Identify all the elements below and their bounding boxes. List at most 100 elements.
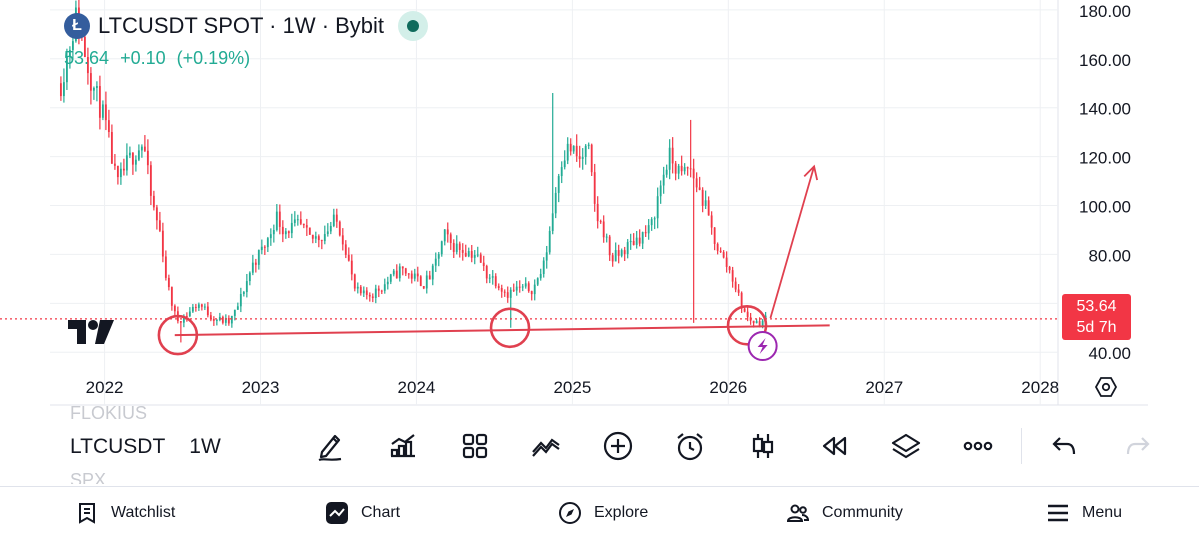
candle-body bbox=[422, 286, 425, 289]
alarm-clock-icon bbox=[677, 433, 703, 461]
candle-body bbox=[335, 214, 338, 222]
candle-body bbox=[500, 287, 503, 292]
candle-body bbox=[452, 243, 455, 252]
time-tick-label: 2024 bbox=[398, 378, 436, 397]
tradingview-logo-icon[interactable] bbox=[68, 320, 114, 349]
object-tree-button[interactable] bbox=[888, 428, 924, 464]
candle-body bbox=[248, 272, 251, 282]
nav-watchlist[interactable]: Watchlist bbox=[75, 501, 175, 525]
market-status-indicator[interactable] bbox=[398, 11, 429, 41]
candle-body bbox=[725, 257, 728, 267]
candle-body bbox=[161, 230, 164, 257]
candle-body bbox=[260, 246, 263, 251]
candle-body bbox=[620, 250, 623, 256]
candle-body bbox=[560, 167, 563, 177]
candle-body bbox=[185, 315, 188, 317]
candle-body bbox=[413, 273, 416, 279]
replay-button[interactable] bbox=[816, 428, 852, 464]
candle-body bbox=[296, 219, 299, 221]
candle-body bbox=[527, 283, 530, 292]
candle-body bbox=[509, 289, 512, 298]
chart-type-button[interactable] bbox=[745, 428, 781, 464]
candle-body bbox=[383, 284, 386, 291]
candle-body bbox=[302, 223, 305, 226]
candle-body bbox=[113, 163, 116, 166]
candle-body bbox=[200, 304, 203, 307]
candle-body bbox=[134, 159, 137, 165]
candle-body bbox=[152, 195, 155, 208]
alert-button[interactable] bbox=[672, 428, 708, 464]
candle-body bbox=[230, 315, 233, 324]
candle-body bbox=[710, 215, 713, 228]
candle-body bbox=[140, 146, 143, 151]
candle-body bbox=[446, 229, 449, 235]
candle-body bbox=[368, 294, 371, 297]
drawing-tool-button[interactable] bbox=[312, 428, 348, 464]
watchlist-icon bbox=[79, 503, 95, 524]
candle-body bbox=[404, 268, 407, 274]
time-tick-label: 2028 bbox=[1021, 378, 1059, 397]
symbol-interval-selector[interactable]: LTCUSDT 1W bbox=[70, 435, 221, 459]
candle-body bbox=[212, 319, 215, 321]
candle-body bbox=[494, 276, 497, 287]
candle-body bbox=[545, 252, 548, 261]
candle-body bbox=[98, 86, 101, 118]
candle-body bbox=[419, 276, 422, 287]
candle-body bbox=[338, 221, 341, 236]
undo-button[interactable] bbox=[1046, 428, 1082, 464]
candle-body bbox=[254, 262, 257, 265]
candle-body bbox=[362, 290, 365, 294]
candle-body bbox=[593, 172, 596, 204]
candle-body bbox=[461, 249, 464, 253]
candle-body bbox=[437, 254, 440, 259]
price-tag-value: 53.64 bbox=[1076, 298, 1117, 315]
candle-body bbox=[758, 321, 761, 326]
price-chart[interactable]: 40.0060.0080.00100.00120.00140.00160.001… bbox=[0, 0, 1199, 410]
symbol-ghost-previous[interactable]: FLOKIUS bbox=[70, 403, 148, 419]
nav-community[interactable]: Community bbox=[786, 501, 903, 525]
candle-body bbox=[584, 145, 587, 157]
candle-body bbox=[521, 286, 524, 288]
candle-body bbox=[485, 266, 488, 279]
candle-body bbox=[242, 292, 245, 295]
chart-toolbar: FLOKIUS LTCUSDT 1W SPX bbox=[0, 403, 1199, 486]
toolbar-interval[interactable]: 1W bbox=[189, 435, 221, 458]
candle-body bbox=[515, 286, 518, 291]
candle-body bbox=[737, 289, 740, 293]
toolbar-symbol[interactable]: LTCUSDT bbox=[70, 435, 166, 458]
candle-body bbox=[344, 244, 347, 255]
more-button[interactable] bbox=[960, 428, 996, 464]
layouts-button[interactable] bbox=[457, 428, 493, 464]
nav-menu[interactable]: Menu bbox=[1046, 501, 1122, 525]
compass-icon bbox=[559, 502, 581, 524]
time-tick-label: 2026 bbox=[709, 378, 747, 397]
nav-chart[interactable]: Chart bbox=[325, 501, 400, 525]
chart-settings-button[interactable] bbox=[1094, 375, 1118, 399]
nav-explore[interactable]: Explore bbox=[558, 501, 648, 525]
candle-body bbox=[443, 229, 446, 242]
compare-button[interactable] bbox=[528, 428, 564, 464]
candle-body bbox=[353, 274, 356, 289]
candle-body bbox=[734, 281, 737, 290]
candle-body bbox=[101, 104, 104, 118]
indicators-button[interactable] bbox=[385, 428, 421, 464]
redo-button[interactable] bbox=[1120, 428, 1156, 464]
candle-body bbox=[401, 266, 404, 269]
candle-body bbox=[320, 240, 323, 242]
projection-arrow-line bbox=[769, 166, 815, 319]
candle-body bbox=[569, 143, 572, 152]
time-tick-label: 2025 bbox=[553, 378, 591, 397]
symbol-title[interactable]: LTCUSDT SPOT · 1W · Bybit bbox=[98, 13, 385, 38]
candle-body bbox=[554, 192, 557, 214]
candle-body bbox=[89, 73, 92, 91]
candle-body bbox=[572, 145, 575, 152]
candle-body bbox=[290, 222, 293, 234]
add-button[interactable] bbox=[600, 428, 636, 464]
candle-body bbox=[71, 41, 74, 50]
candle-body bbox=[203, 306, 206, 308]
candle-body bbox=[179, 321, 182, 323]
candle-body bbox=[407, 273, 410, 275]
candle-body bbox=[122, 168, 125, 171]
candle-body bbox=[236, 306, 239, 310]
symbol-ghost-next[interactable]: SPX bbox=[70, 470, 107, 484]
